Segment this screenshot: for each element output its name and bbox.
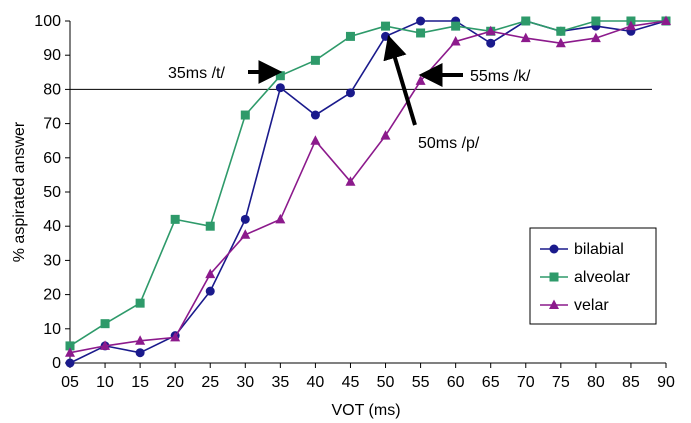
data-point-velar: [205, 268, 216, 279]
axes: 0 10 20 30 40 50 60 70 80 90 100 05 10 15 20 25 30 35 40 45…: [34, 13, 675, 391]
y-axis-title: % aspirated answer: [11, 121, 28, 262]
data-point-velar: [590, 32, 601, 43]
x-tick-label: 85: [622, 374, 640, 391]
data-point-velar: [450, 36, 461, 46]
y-tick-label: 50: [43, 184, 61, 201]
series-layer: [65, 15, 671, 368]
x-tick-label: 45: [342, 374, 360, 391]
x-tick-label: 50: [377, 374, 395, 391]
y-tick-label: 10: [43, 321, 61, 338]
y-tick-label: 30: [43, 252, 61, 269]
legend-label: bilabial: [574, 241, 624, 258]
x-tick-label: 75: [552, 374, 570, 391]
x-tick-label: 70: [517, 374, 535, 391]
series-line-alveolar: [69, 20, 666, 347]
series-velar: [65, 15, 671, 357]
data-point-bilabial: [381, 31, 391, 41]
annotation-label: 35ms /t/: [168, 65, 225, 82]
data-point-velar: [65, 347, 75, 357]
data-point-alveolar: [170, 214, 180, 224]
data-point-velar: [555, 37, 566, 48]
data-point-bilabial: [416, 16, 426, 26]
y-tick-label: 40: [43, 218, 61, 235]
x-tick-label: 30: [236, 374, 254, 391]
data-point-bilabial: [240, 214, 250, 224]
legend-marker: [549, 299, 559, 309]
data-point-velar: [345, 176, 356, 186]
series-line-velar: [69, 20, 667, 354]
data-point-bilabial: [310, 110, 320, 120]
legend-label: velar: [574, 297, 609, 314]
legend: bilabial alveolar velar: [529, 227, 657, 325]
y-tick-label: 0: [52, 355, 61, 372]
legend-marker: [549, 272, 559, 282]
data-point-velar: [310, 135, 321, 145]
x-tick-label: 40: [307, 374, 325, 391]
data-point-alveolar: [275, 71, 285, 81]
data-point-alveolar: [451, 21, 461, 31]
y-tick-label: 20: [43, 287, 61, 304]
data-point-velar: [485, 25, 496, 36]
legend-marker: [549, 244, 559, 254]
data-point-alveolar: [591, 16, 601, 26]
data-point-velar: [625, 20, 636, 31]
data-point-alveolar: [310, 55, 320, 65]
x-axis-title: VOT (ms): [331, 402, 400, 419]
y-tick-label: 60: [43, 150, 61, 167]
data-point-alveolar: [521, 16, 531, 26]
data-point-alveolar: [205, 221, 215, 231]
data-point-bilabial: [135, 348, 145, 358]
y-tick-label: 80: [43, 81, 61, 98]
legend-item-bilabial: bilabial: [540, 241, 624, 258]
y-tick-label: 90: [43, 47, 61, 64]
data-point-alveolar: [345, 31, 355, 41]
data-point-bilabial: [275, 83, 285, 93]
y-tick-label: 100: [34, 13, 61, 30]
data-point-alveolar: [135, 298, 145, 308]
data-point-velar: [275, 213, 286, 224]
data-point-velar: [240, 229, 251, 239]
data-point-bilabial: [345, 88, 355, 98]
data-point-alveolar: [240, 110, 250, 120]
data-point-velar: [135, 335, 146, 345]
data-point-velar: [380, 130, 391, 140]
data-point-velar: [520, 32, 531, 43]
x-tick-label: 80: [587, 374, 605, 391]
data-point-bilabial: [65, 358, 75, 368]
annotation-label: 50ms /p/: [418, 135, 480, 152]
data-point-alveolar: [100, 319, 110, 329]
x-tick-label: 10: [96, 374, 114, 391]
x-tick-label: 15: [131, 374, 149, 391]
data-point-velar: [661, 15, 671, 25]
data-point-alveolar: [416, 28, 426, 38]
x-tick-label: 05: [61, 374, 79, 391]
x-tick-label: 35: [271, 374, 289, 391]
legend-item-alveolar: alveolar: [540, 269, 631, 286]
x-tick-label: 65: [482, 374, 500, 391]
y-tick-label: 70: [43, 116, 61, 133]
annotation-arrow: [383, 34, 417, 126]
annotation-label: 55ms /k/: [470, 68, 531, 85]
data-point-velar: [100, 340, 111, 350]
annotations: 35ms /t/55ms /k/50ms /p/: [168, 34, 531, 152]
data-point-velar: [170, 331, 181, 342]
legend-label: alveolar: [574, 269, 631, 286]
x-tick-label: 20: [166, 374, 184, 391]
data-point-bilabial: [205, 286, 215, 296]
data-point-alveolar: [381, 21, 391, 31]
data-point-bilabial: [486, 38, 496, 48]
x-tick-label: 25: [201, 374, 219, 391]
data-point-alveolar: [65, 341, 75, 351]
x-tick-label: 55: [412, 374, 430, 391]
data-point-alveolar: [556, 26, 566, 36]
legend-item-velar: velar: [540, 297, 609, 314]
x-tick-label: 60: [447, 374, 465, 391]
x-tick-label: 90: [657, 374, 675, 391]
